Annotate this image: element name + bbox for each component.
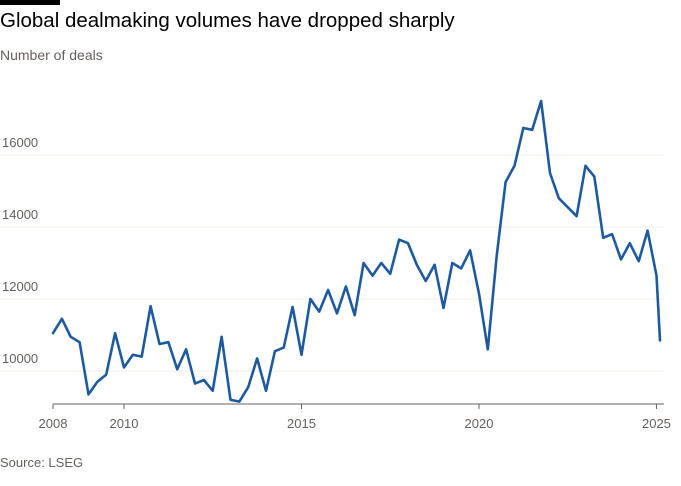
chart-title: Global dealmaking volumes have dropped s…: [0, 9, 455, 32]
series-layer: [51, 99, 662, 403]
x-tick-label: 2025: [642, 416, 671, 431]
x-tick-label: 2008: [39, 416, 68, 431]
y-tick-label: 10000: [2, 351, 38, 366]
y-axis-tick-labels: 10000 12000 14000 16000: [2, 135, 38, 366]
series-line-0: [51, 99, 662, 403]
grid-lines: [0, 154, 664, 372]
x-tick-label: 2010: [110, 416, 139, 431]
source-note: Source: LSEG: [0, 455, 84, 470]
x-axis: 2008 2010 2015 2020 2025: [39, 403, 671, 431]
y-tick-label: 14000: [2, 207, 38, 222]
brand-bar: [0, 0, 60, 5]
x-tick-label: 2015: [287, 416, 316, 431]
chart-subtitle: Number of deals: [0, 47, 103, 63]
y-tick-label: 16000: [2, 135, 38, 150]
x-tick-label: 2020: [465, 416, 494, 431]
y-tick-label: 12000: [2, 279, 38, 294]
